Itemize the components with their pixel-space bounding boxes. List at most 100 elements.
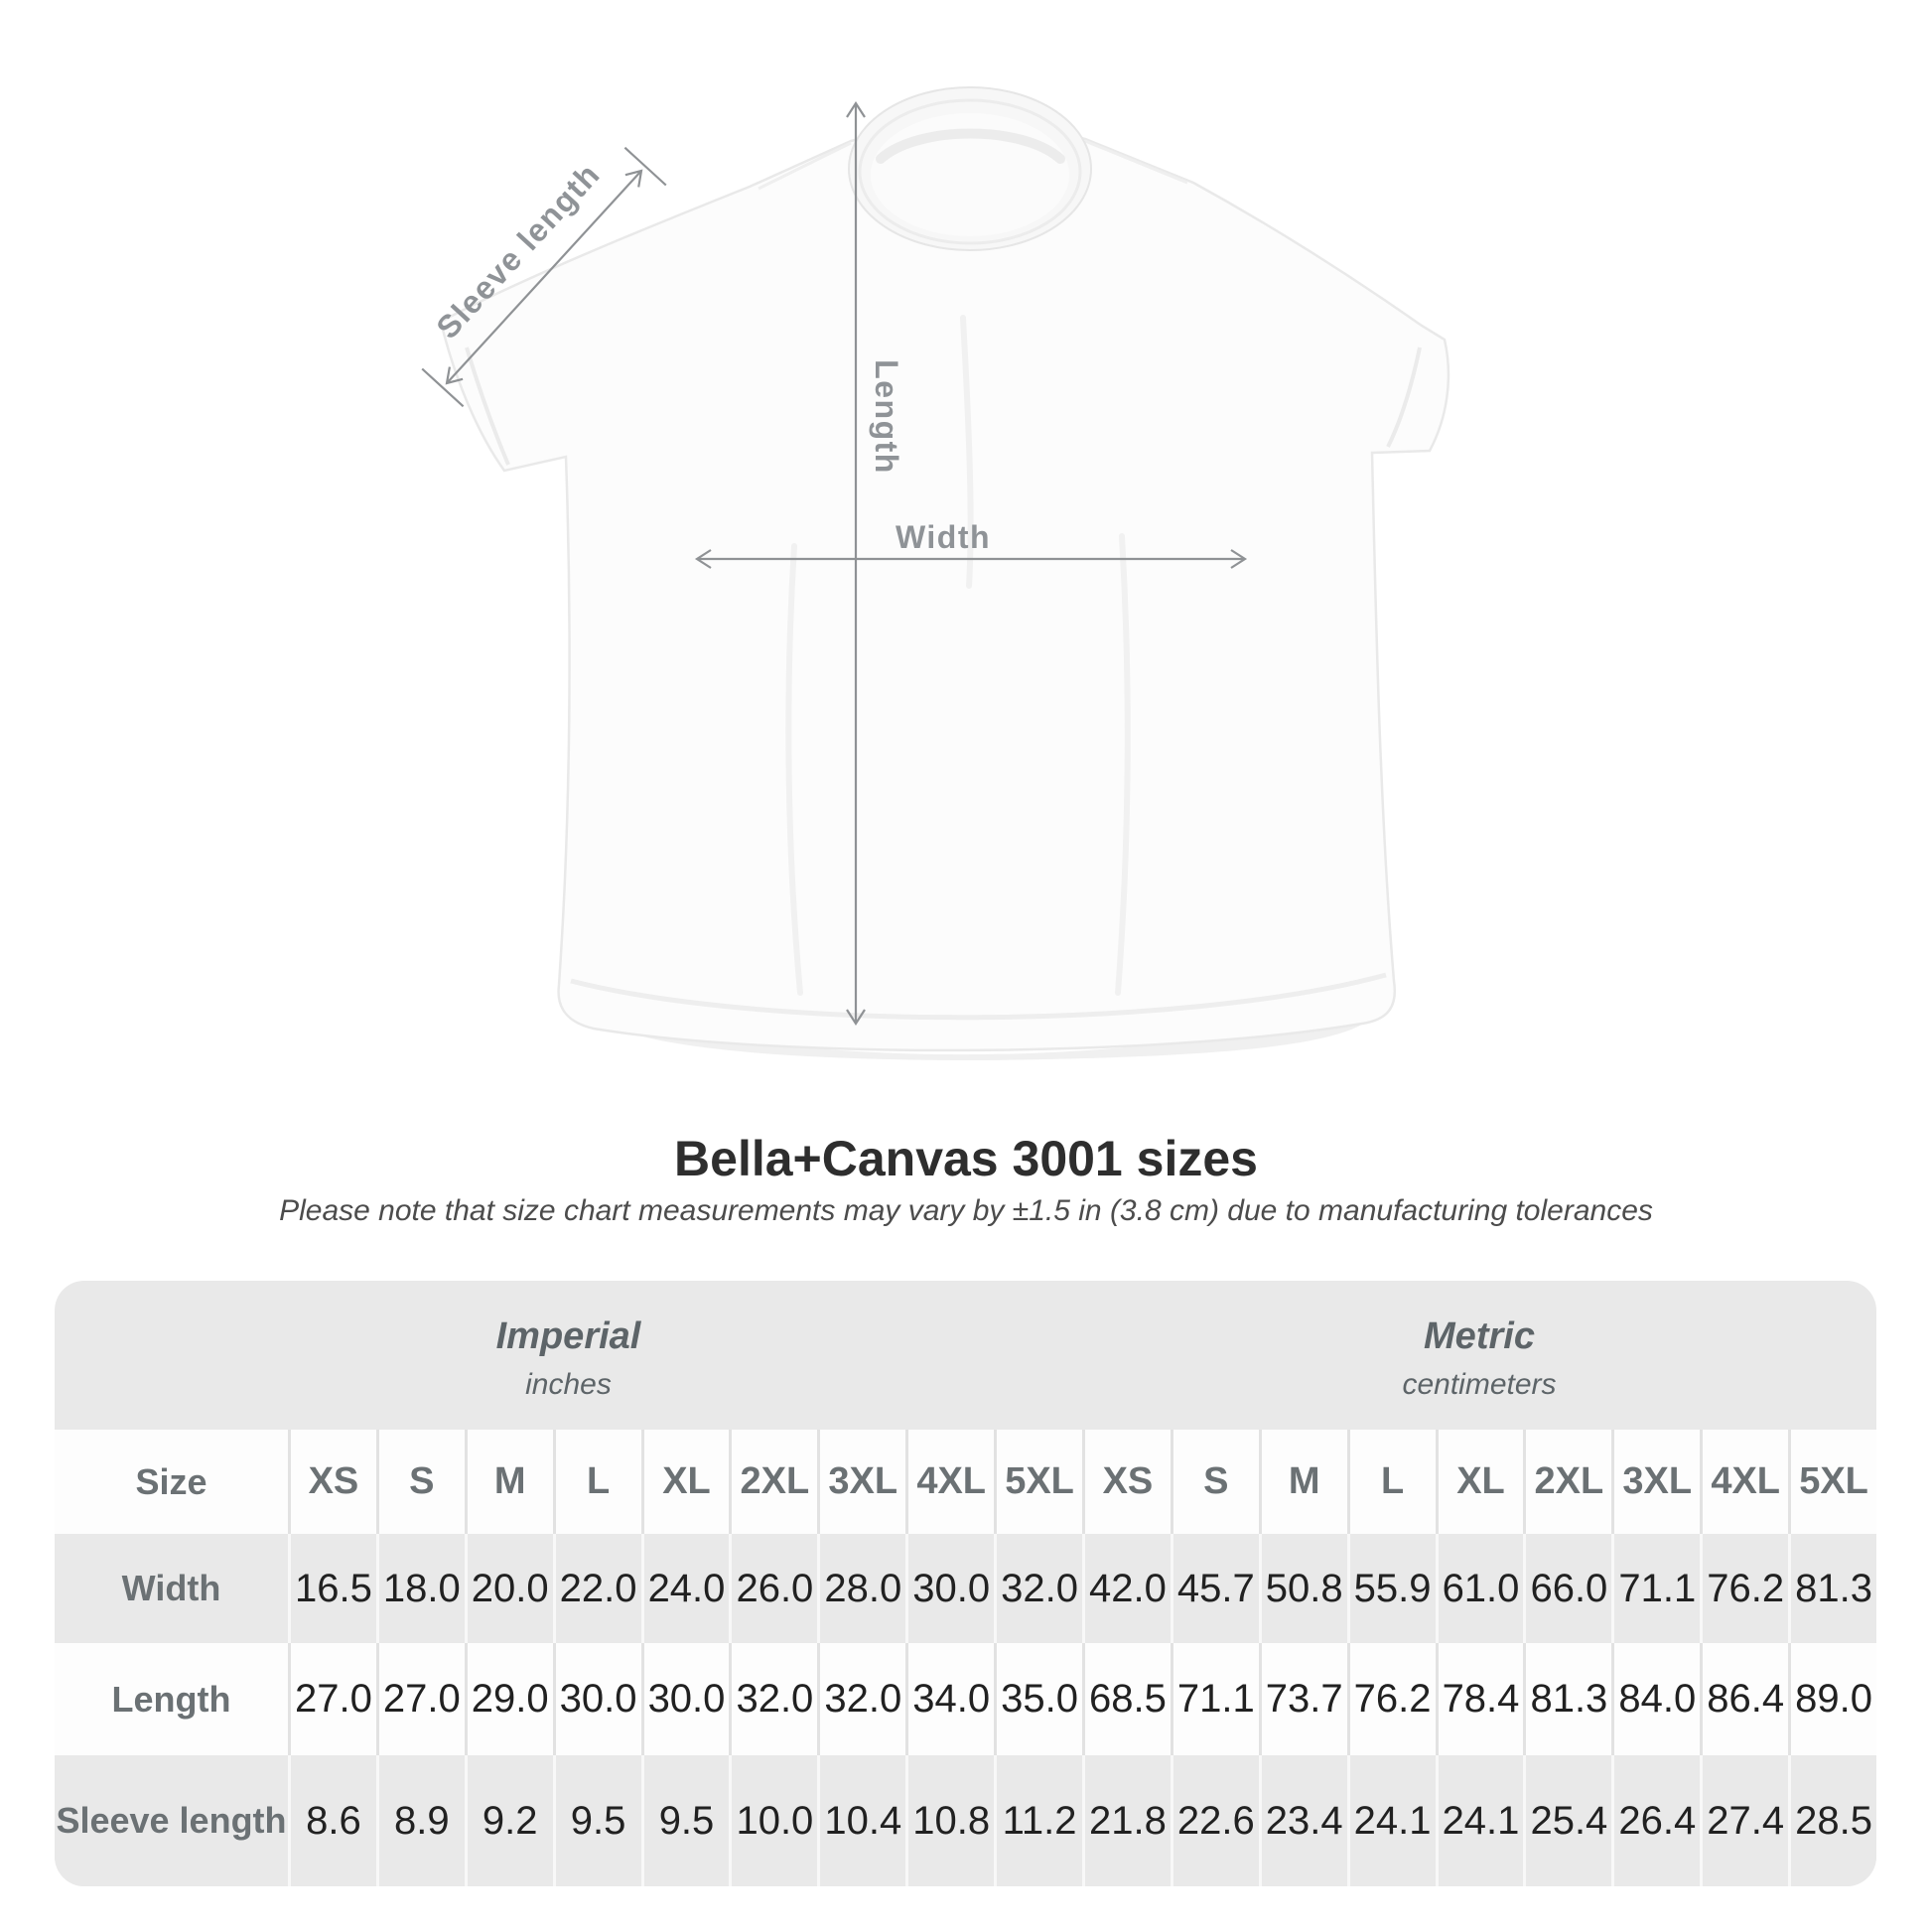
length-arrow <box>846 100 866 1027</box>
tshirt-collar <box>848 86 1092 251</box>
measurement-metric-s: 71.1 <box>1170 1643 1259 1755</box>
measurement-imperial-xl: 9.5 <box>640 1755 730 1886</box>
measurement-imperial-3xl: 10.4 <box>817 1755 905 1886</box>
size-header-metric-l: L <box>1346 1430 1436 1534</box>
measurement-imperial-m: 9.2 <box>464 1755 553 1886</box>
unit-header-band: Imperial inches Metric centimeters <box>55 1281 1876 1430</box>
measurement-imperial-s: 8.9 <box>375 1755 465 1886</box>
size-column-header: Size <box>135 1460 207 1502</box>
measurement-metric-3xl: 84.0 <box>1611 1643 1700 1755</box>
size-header-imperial-2xl: 2XL <box>729 1430 817 1534</box>
measurement-metric-s: 22.6 <box>1170 1755 1259 1886</box>
measurement-imperial-4xl: 30.0 <box>905 1534 994 1643</box>
measurement-metric-s: 45.7 <box>1170 1534 1259 1643</box>
size-header-metric-4xl: 4XL <box>1700 1430 1788 1534</box>
measurement-metric-4xl: 27.4 <box>1700 1755 1788 1886</box>
width-arrow <box>694 549 1248 569</box>
measurement-imperial-s: 27.0 <box>375 1643 465 1755</box>
metric-group-header: Metric centimeters <box>1082 1281 1876 1430</box>
measurement-metric-2xl: 25.4 <box>1523 1755 1611 1886</box>
tshirt-sleeve-hems <box>465 346 1422 466</box>
measurement-imperial-l: 22.0 <box>552 1534 641 1643</box>
metric-subtitle: centimeters <box>1402 1367 1557 1401</box>
measurement-metric-5xl: 89.0 <box>1788 1643 1876 1755</box>
size-header-imperial-3xl: 3XL <box>817 1430 905 1534</box>
measurement-metric-xs: 68.5 <box>1081 1643 1171 1755</box>
measurement-rows: Width 16.5 18.0 20.0 22.0 24.0 26.0 28.0 30.0 32.… <box>55 1534 1876 1886</box>
table-row-sleeve-length: Sleeve length 8.6 8.9 9.2 9.5 9.5 10.0 10.4 10.8… <box>55 1755 1876 1886</box>
measurement-metric-xl: 24.1 <box>1435 1755 1524 1886</box>
measurement-metric-3xl: 26.4 <box>1611 1755 1700 1886</box>
measurement-imperial-3xl: 32.0 <box>817 1643 905 1755</box>
measurement-imperial-l: 9.5 <box>552 1755 641 1886</box>
size-header-metric-5xl: 5XL <box>1788 1430 1876 1534</box>
table-row-width: Width 16.5 18.0 20.0 22.0 24.0 26.0 28.0 30.0 32.… <box>55 1534 1876 1643</box>
measurement-metric-2xl: 81.3 <box>1523 1643 1611 1755</box>
measurement-imperial-2xl: 32.0 <box>729 1643 817 1755</box>
imperial-subtitle: inches <box>525 1367 612 1401</box>
tshirt-diagram: Sleeve length Length Width <box>421 86 1450 1060</box>
measurement-metric-3xl: 71.1 <box>1611 1534 1700 1643</box>
measurement-metric-4xl: 86.4 <box>1700 1643 1788 1755</box>
measurement-imperial-xs: 8.6 <box>288 1755 376 1886</box>
measurement-imperial-xs: 16.5 <box>288 1534 376 1643</box>
size-header-metric-xs: XS <box>1081 1430 1171 1534</box>
measurement-metric-l: 76.2 <box>1346 1643 1436 1755</box>
row-label-width: Width <box>121 1568 221 1608</box>
measurement-imperial-2xl: 26.0 <box>729 1534 817 1643</box>
size-header-imperial-s: S <box>375 1430 465 1534</box>
imperial-title: Imperial <box>495 1314 641 1357</box>
measurement-metric-m: 73.7 <box>1258 1643 1347 1755</box>
size-table: Imperial inches Metric centimeters Size X… <box>55 1281 1876 1886</box>
measurement-imperial-xl: 30.0 <box>640 1643 730 1755</box>
measurement-imperial-3xl: 28.0 <box>817 1534 905 1643</box>
measurement-imperial-5xl: 11.2 <box>994 1755 1082 1886</box>
size-header-metric-xl: XL <box>1435 1430 1524 1534</box>
measurement-metric-l: 55.9 <box>1346 1534 1436 1643</box>
length-label: Length <box>869 359 904 475</box>
width-label: Width <box>896 519 991 555</box>
size-header-metric-s: S <box>1170 1430 1259 1534</box>
measurement-imperial-m: 29.0 <box>464 1643 553 1755</box>
measurement-metric-5xl: 81.3 <box>1788 1534 1876 1643</box>
size-header-imperial-5xl: 5XL <box>994 1430 1082 1534</box>
measurement-metric-xl: 78.4 <box>1435 1643 1524 1755</box>
measurement-metric-xl: 61.0 <box>1435 1534 1524 1643</box>
metric-title: Metric <box>1424 1314 1535 1357</box>
measurement-metric-xs: 21.8 <box>1081 1755 1171 1886</box>
measurement-imperial-xl: 24.0 <box>640 1534 730 1643</box>
measurement-metric-2xl: 66.0 <box>1523 1534 1611 1643</box>
table-row-length: Length 27.0 27.0 29.0 30.0 30.0 32.0 32.0 34.0 35… <box>55 1643 1876 1755</box>
size-header-row: Size XS S M L XL 2XL 3XL 4XL 5XL XS S M L XL 2XL 3XL 4XL 5… <box>55 1430 1876 1534</box>
size-header-imperial-xs: XS <box>288 1430 376 1534</box>
measurement-imperial-2xl: 10.0 <box>729 1755 817 1886</box>
size-header-imperial-l: L <box>552 1430 641 1534</box>
measurement-metric-4xl: 76.2 <box>1700 1534 1788 1643</box>
sleeve-length-arrow <box>421 146 667 408</box>
measurement-imperial-xs: 27.0 <box>288 1643 376 1755</box>
tshirt-hem-stitch <box>570 972 1387 1021</box>
size-header-imperial-m: M <box>464 1430 553 1534</box>
measurement-imperial-4xl: 10.8 <box>905 1755 994 1886</box>
measurement-imperial-s: 18.0 <box>375 1534 465 1643</box>
measurement-metric-5xl: 28.5 <box>1788 1755 1876 1886</box>
size-header-imperial-4xl: 4XL <box>905 1430 994 1534</box>
page-title: Bella+Canvas 3001 sizes <box>674 1131 1258 1186</box>
measurement-metric-m: 23.4 <box>1258 1755 1347 1886</box>
page-subtitle: Please note that size chart measurements… <box>279 1194 1653 1227</box>
measurement-metric-l: 24.1 <box>1346 1755 1436 1886</box>
measurement-imperial-l: 30.0 <box>552 1643 641 1755</box>
measurement-imperial-m: 20.0 <box>464 1534 553 1643</box>
measurement-imperial-5xl: 32.0 <box>994 1534 1082 1643</box>
row-label-length: Length <box>111 1678 231 1720</box>
measurement-metric-m: 50.8 <box>1258 1534 1347 1643</box>
measurement-imperial-4xl: 34.0 <box>905 1643 994 1755</box>
row-label-sleeve-length: Sleeve length <box>56 1800 287 1841</box>
size-header-metric-m: M <box>1258 1430 1347 1534</box>
tshirt-body <box>439 124 1450 1052</box>
size-header-metric-2xl: 2XL <box>1523 1430 1611 1534</box>
size-header-metric-3xl: 3XL <box>1611 1430 1700 1534</box>
measurement-imperial-5xl: 35.0 <box>994 1643 1082 1755</box>
measurement-metric-xs: 42.0 <box>1081 1534 1171 1643</box>
